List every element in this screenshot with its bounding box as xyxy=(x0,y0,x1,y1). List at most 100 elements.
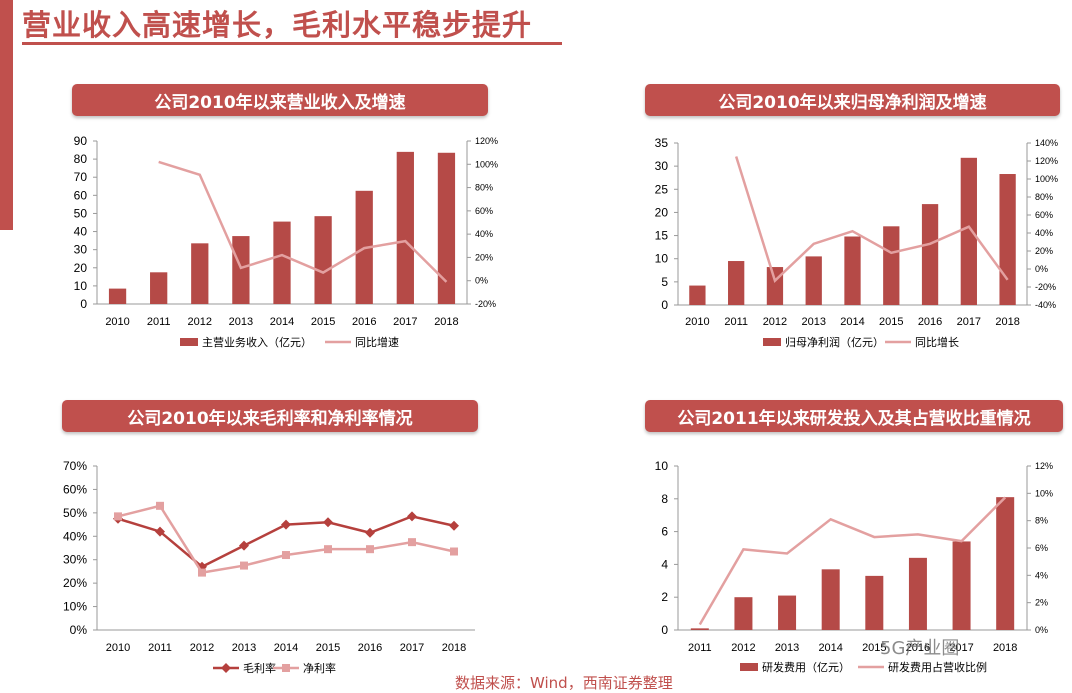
netprofit-y2tick-label: 80% xyxy=(1035,192,1053,202)
margins-legend-label-1: 净利率 xyxy=(303,661,336,675)
netprofit-xtick-label: 2012 xyxy=(763,316,787,328)
netprofit-ytick-label: 10 xyxy=(655,252,669,266)
margins-point-2017 xyxy=(408,538,416,547)
revenue-bar-2012 xyxy=(191,243,209,304)
revenue-ytick-label: 0 xyxy=(80,297,87,311)
revenue-legend-label-1: 同比增速 xyxy=(355,335,399,349)
rnd-bar-2015 xyxy=(865,575,884,630)
netprofit-xtick-label: 2015 xyxy=(879,316,903,328)
margins-point-2016 xyxy=(366,545,374,554)
rnd-xtick-label: 2016 xyxy=(906,642,930,654)
margins-point-2013 xyxy=(240,561,248,570)
netprofit-bar-2010 xyxy=(689,285,706,305)
netprofit-xtick-label: 2014 xyxy=(840,316,864,328)
netprofit-y2tick-label: -20% xyxy=(1035,282,1056,292)
rnd-legend-swatch-0 xyxy=(740,663,758,671)
rnd-ytick-label: 0 xyxy=(661,623,668,637)
revenue-y2tick-label: 40% xyxy=(475,229,493,239)
margins-legend-label-0: 毛利率 xyxy=(243,661,276,675)
rnd-xtick-label: 2014 xyxy=(818,642,842,654)
rnd-y2tick-label: 8% xyxy=(1035,516,1048,526)
netprofit-legend-label-1: 同比增长 xyxy=(915,335,959,349)
netprofit-y2tick-label: 140% xyxy=(1035,138,1058,148)
revenue-y2tick-label: 0% xyxy=(475,276,488,286)
margins-ytick-label: 30% xyxy=(63,553,87,567)
rnd-xtick-label: 2011 xyxy=(688,642,712,654)
revenue-bar-2013 xyxy=(232,236,250,304)
rnd-xtick-label: 2018 xyxy=(993,642,1017,654)
margins-point-2013 xyxy=(239,540,249,551)
netprofit-legend-label-0: 归母净利润（亿元） xyxy=(785,335,884,349)
chart-title-rnd: 公司2011年以来研发投入及其占营收比重情况 xyxy=(645,400,1063,432)
revenue-y2tick-label: 120% xyxy=(475,136,498,146)
rnd-bar-2013 xyxy=(778,595,797,630)
netprofit-ytick-label: 30 xyxy=(655,159,669,173)
margins-xtick-label: 2016 xyxy=(358,642,382,654)
netprofit-bar-2011 xyxy=(728,261,745,305)
revenue-y2tick-label: -20% xyxy=(475,299,496,309)
margins-xtick-label: 2014 xyxy=(274,642,298,654)
netprofit-bar-2013 xyxy=(805,256,822,305)
netprofit-ytick-label: 5 xyxy=(661,275,668,289)
netprofit-bar-2017 xyxy=(960,157,977,305)
revenue-series-line-1 xyxy=(158,160,448,283)
margins-ytick-label: 10% xyxy=(63,600,87,614)
revenue-xtick-label: 2010 xyxy=(105,316,129,328)
chart-title-margins: 公司2010年以来毛利率和净利率情况 xyxy=(62,400,478,432)
netprofit-series-line-1 xyxy=(734,156,1009,283)
rnd-bar-2011 xyxy=(690,628,709,630)
revenue-xtick-label: 2018 xyxy=(434,316,458,328)
netprofit-y2tick-label: 60% xyxy=(1035,210,1053,220)
margins-xtick-label: 2013 xyxy=(232,642,256,654)
revenue-ytick-label: 80 xyxy=(74,152,88,166)
rnd-xtick-label: 2017 xyxy=(949,642,973,654)
margins-xtick-label: 2015 xyxy=(316,642,340,654)
rnd-xtick-label: 2015 xyxy=(862,642,886,654)
netprofit-bar-2014 xyxy=(844,236,861,305)
source-note: 数据来源：Wind，西南证券整理 xyxy=(455,674,673,692)
netprofit-xtick-label: 2017 xyxy=(957,316,981,328)
margins-xtick-label: 2010 xyxy=(106,642,130,654)
margins-point-2011 xyxy=(156,501,164,510)
revenue-ytick-label: 70 xyxy=(74,170,88,184)
netprofit-ytick-label: 0 xyxy=(661,298,668,312)
margins-xtick-label: 2011 xyxy=(148,642,172,654)
revenue-xtick-label: 2017 xyxy=(393,316,417,328)
margins-point-2012 xyxy=(198,568,206,577)
rnd-ytick-label: 8 xyxy=(661,492,668,506)
rnd-bar-2017 xyxy=(952,541,971,630)
netprofit-xtick-label: 2010 xyxy=(685,316,709,328)
netprofit-ytick-label: 35 xyxy=(655,136,669,150)
margins-point-2014 xyxy=(282,551,290,560)
margins-ytick-label: 20% xyxy=(63,576,87,590)
margins-point-2017 xyxy=(407,511,417,522)
chart-title-revenue: 公司2010年以来营业收入及增速 xyxy=(72,84,488,116)
revenue-ytick-label: 50 xyxy=(74,206,88,220)
margins-xtick-label: 2012 xyxy=(190,642,214,654)
netprofit-bar-2018 xyxy=(999,174,1016,305)
revenue-legend-label-0: 主营业务收入（亿元） xyxy=(202,335,312,349)
margins-legend-marker-1 xyxy=(282,664,290,672)
revenue-xtick-label: 2014 xyxy=(270,316,294,328)
rnd-y2tick-label: 6% xyxy=(1035,543,1048,553)
netprofit-ytick-label: 20 xyxy=(655,205,669,219)
margins-point-2011 xyxy=(155,526,165,537)
revenue-ytick-label: 60 xyxy=(74,188,88,202)
revenue-xtick-label: 2016 xyxy=(352,316,376,328)
title-underline xyxy=(22,42,562,45)
revenue-ytick-label: 40 xyxy=(74,225,88,239)
netprofit-bar-2016 xyxy=(921,204,939,305)
revenue-ytick-label: 90 xyxy=(74,134,88,148)
margins-ytick-label: 50% xyxy=(63,506,87,520)
rnd-bar-2018 xyxy=(996,497,1015,630)
rnd-y2tick-label: 12% xyxy=(1035,461,1053,471)
chart-title-netprofit: 公司2010年以来归母净利润及增速 xyxy=(645,84,1060,116)
revenue-xtick-label: 2015 xyxy=(311,316,335,328)
margins-point-2010 xyxy=(114,512,122,521)
netprofit-bar-2012 xyxy=(766,267,784,305)
rnd-ytick-label: 6 xyxy=(661,525,668,539)
margins-legend-marker-0 xyxy=(221,663,231,673)
revenue-bar-2011 xyxy=(150,272,168,304)
revenue-bar-2010 xyxy=(108,288,127,304)
revenue-xtick-label: 2013 xyxy=(229,316,253,328)
